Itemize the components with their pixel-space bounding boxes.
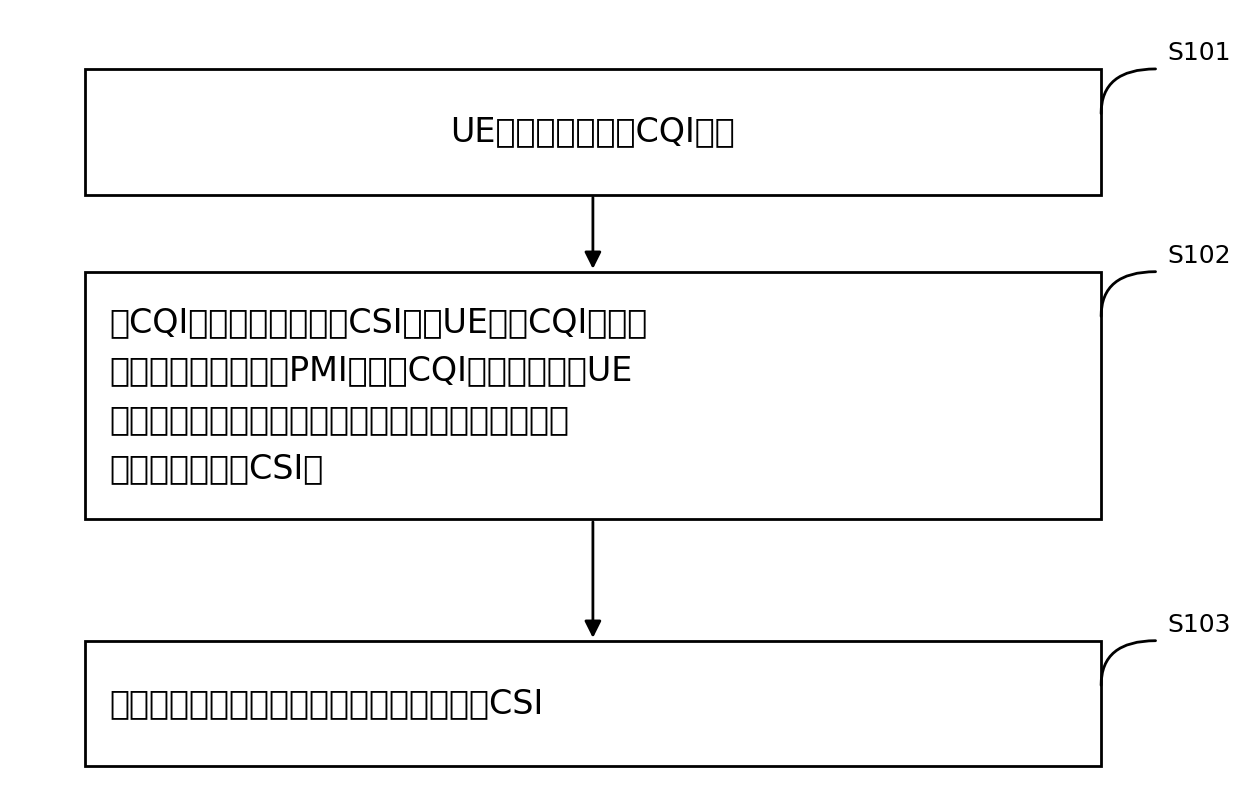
Bar [84, 641, 1101, 766]
Text: 使用可利用的反馈资源来反馈确定出的额外CSI: 使用可利用的反馈资源来反馈确定出的额外CSI [109, 687, 543, 720]
Text: UE接收基站发送的CQI请求: UE接收基站发送的CQI请求 [450, 115, 735, 148]
Text: 当CQI请求指示需要反馈CSI时，UE根据CQI请求的
指示，除了反馈传统PMI和传统CQI之外，还根据UE
的载波资源配置模式，以及可利用的反馈资源，确定
需: 当CQI请求指示需要反馈CSI时，UE根据CQI请求的 指示，除了反馈传统PMI… [109, 306, 647, 485]
Bar [84, 69, 1101, 195]
Text: S103: S103 [1168, 612, 1231, 637]
Text: S101: S101 [1168, 41, 1231, 65]
Bar [84, 272, 1101, 519]
Text: S102: S102 [1168, 243, 1231, 268]
